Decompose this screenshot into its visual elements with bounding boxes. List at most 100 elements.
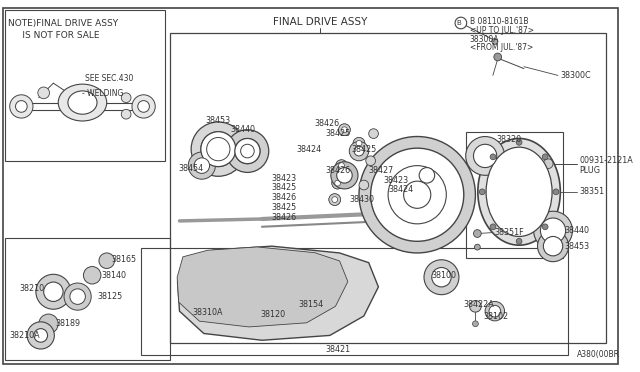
Circle shape	[353, 138, 365, 149]
Circle shape	[39, 314, 58, 333]
Text: <FROM JUL.'87>: <FROM JUL.'87>	[470, 44, 533, 52]
Text: 38300A: 38300A	[470, 35, 499, 44]
Text: 38426: 38426	[325, 166, 350, 175]
Ellipse shape	[58, 84, 107, 121]
Circle shape	[474, 230, 481, 237]
Text: 38140: 38140	[102, 271, 127, 280]
Circle shape	[354, 146, 364, 156]
Circle shape	[191, 122, 246, 176]
Circle shape	[479, 189, 485, 195]
Circle shape	[470, 301, 481, 312]
Circle shape	[201, 132, 236, 167]
Text: 38154: 38154	[299, 300, 324, 309]
Circle shape	[339, 163, 344, 169]
Bar	[466, 132, 563, 258]
Circle shape	[83, 266, 101, 284]
Circle shape	[36, 274, 71, 309]
Circle shape	[372, 179, 404, 210]
Circle shape	[10, 95, 33, 118]
Circle shape	[27, 322, 54, 349]
Text: 38440: 38440	[231, 125, 256, 134]
Circle shape	[455, 17, 467, 29]
Circle shape	[339, 124, 350, 135]
Text: 38453: 38453	[205, 116, 231, 125]
Circle shape	[64, 283, 92, 310]
Circle shape	[339, 124, 350, 135]
Text: B: B	[456, 20, 461, 26]
Circle shape	[472, 321, 478, 327]
Circle shape	[15, 100, 27, 112]
Circle shape	[122, 93, 131, 103]
Bar	[141, 248, 568, 355]
Circle shape	[425, 177, 435, 187]
Text: 38125: 38125	[97, 292, 122, 301]
Circle shape	[44, 282, 63, 301]
Circle shape	[490, 154, 496, 160]
Text: IS NOT FOR SALE: IS NOT FOR SALE	[8, 31, 99, 40]
Polygon shape	[177, 247, 348, 327]
Text: 38100: 38100	[432, 271, 457, 280]
Polygon shape	[177, 246, 378, 340]
Circle shape	[400, 202, 410, 212]
Text: 38189: 38189	[55, 319, 81, 328]
Circle shape	[194, 158, 209, 173]
Circle shape	[359, 180, 369, 190]
Text: 38300C: 38300C	[561, 71, 591, 80]
Text: 38425: 38425	[351, 145, 376, 154]
Circle shape	[376, 154, 458, 235]
Circle shape	[413, 162, 440, 189]
Circle shape	[335, 180, 340, 186]
Circle shape	[542, 154, 548, 160]
Circle shape	[70, 289, 85, 304]
Bar	[170, 33, 607, 343]
Text: 38453: 38453	[564, 242, 590, 251]
Circle shape	[474, 144, 497, 167]
Text: FINAL DRIVE ASSY: FINAL DRIVE ASSY	[273, 17, 367, 27]
Text: NOTE)FINAL DRIVE ASSY: NOTE)FINAL DRIVE ASSY	[8, 19, 118, 28]
Circle shape	[516, 140, 522, 145]
Text: 38210: 38210	[19, 284, 45, 294]
Text: 00931-2121A: 00931-2121A	[579, 156, 633, 165]
Circle shape	[466, 137, 504, 175]
Circle shape	[38, 87, 49, 99]
Circle shape	[538, 231, 568, 262]
Ellipse shape	[68, 91, 97, 114]
Text: 38425: 38425	[271, 183, 297, 192]
Circle shape	[207, 138, 230, 161]
Circle shape	[122, 109, 131, 119]
Text: 38102: 38102	[483, 311, 508, 321]
Circle shape	[404, 181, 431, 208]
Circle shape	[400, 177, 410, 187]
Text: 38424: 38424	[388, 185, 413, 195]
Text: 38320: 38320	[497, 135, 522, 144]
Circle shape	[393, 170, 442, 219]
Circle shape	[419, 167, 435, 183]
Circle shape	[425, 202, 435, 212]
Text: 38423: 38423	[271, 174, 297, 183]
Text: 38424: 38424	[296, 145, 321, 154]
Circle shape	[424, 260, 459, 295]
Circle shape	[553, 189, 559, 195]
Circle shape	[534, 211, 572, 250]
Text: 38165: 38165	[111, 255, 137, 264]
Circle shape	[226, 130, 269, 172]
Circle shape	[371, 148, 464, 241]
Circle shape	[342, 127, 348, 133]
Text: 38430: 38430	[349, 195, 374, 204]
Circle shape	[366, 156, 376, 166]
Text: <UP TO JUL.'87>: <UP TO JUL.'87>	[470, 26, 534, 35]
Circle shape	[132, 95, 156, 118]
Bar	[5, 238, 170, 360]
Text: 38120: 38120	[260, 310, 285, 318]
Circle shape	[388, 166, 446, 224]
Circle shape	[329, 194, 340, 205]
Circle shape	[359, 137, 476, 253]
Text: 38425: 38425	[271, 203, 297, 212]
Text: 38210A: 38210A	[10, 331, 40, 340]
Circle shape	[329, 194, 340, 205]
Circle shape	[336, 160, 348, 171]
Circle shape	[516, 238, 522, 244]
Circle shape	[235, 138, 260, 164]
Circle shape	[241, 144, 254, 158]
Circle shape	[494, 53, 502, 61]
